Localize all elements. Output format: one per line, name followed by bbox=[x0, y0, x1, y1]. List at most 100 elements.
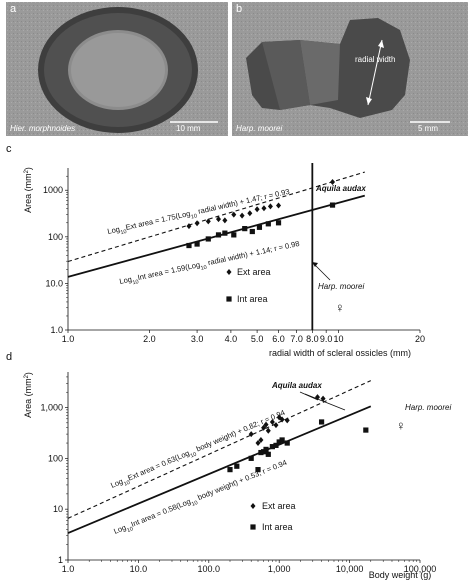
int-area-point bbox=[215, 232, 222, 238]
x-tick-label: 1,000 bbox=[268, 564, 291, 574]
chart-c: c Area (mm2) radial width of scleral oss… bbox=[6, 143, 425, 358]
female-symbol-c: ♀ bbox=[335, 300, 345, 315]
chart-d: d Area (mm2) Body weight (g) Log10Ext ar… bbox=[6, 351, 451, 580]
ext-area-point bbox=[222, 217, 228, 224]
ext-area-point bbox=[267, 203, 273, 210]
x-tick-label: 9.0 bbox=[320, 334, 333, 344]
species-label-b: Harp. moorei bbox=[236, 124, 282, 133]
int-area-point bbox=[275, 220, 282, 226]
ext-area-point bbox=[276, 202, 282, 209]
x-tick-label: 8.0 bbox=[306, 334, 319, 344]
ext-area-point bbox=[254, 206, 260, 213]
scale-label-a: 10 mm bbox=[176, 124, 201, 133]
ext-area-point bbox=[279, 416, 285, 423]
int-area-point bbox=[284, 440, 290, 446]
x-tick-label: 5.0 bbox=[251, 334, 264, 344]
annotation-harp-c: Harp. moorei bbox=[318, 282, 364, 291]
ext-area-point bbox=[248, 431, 254, 438]
chart-c-ylabel: Area (mm2) bbox=[23, 167, 33, 213]
chart-d-ylabel: Area (mm2) bbox=[23, 372, 33, 418]
legend-int-marker bbox=[226, 296, 232, 302]
int-area-point bbox=[265, 221, 271, 227]
y-tick-label: 100 bbox=[48, 232, 63, 242]
ext-area-point bbox=[273, 422, 279, 429]
legend-ext-marker bbox=[226, 269, 232, 275]
ext-area-point bbox=[194, 220, 200, 227]
int-area-point bbox=[265, 451, 271, 457]
int-area-point bbox=[263, 446, 269, 453]
legend-int-marker bbox=[250, 524, 256, 530]
int-area-point bbox=[273, 442, 279, 448]
species-label-a: Hier. morphnoides bbox=[10, 124, 75, 133]
int-area-point bbox=[276, 439, 282, 445]
x-tick-label: 100,000 bbox=[404, 564, 437, 574]
ext-area-point bbox=[205, 218, 211, 225]
int-area-point bbox=[269, 444, 275, 450]
x-tick-label: 2.0 bbox=[143, 334, 156, 344]
legend-ext-label-d: Ext area bbox=[262, 501, 296, 511]
x-tick-label: 6.0 bbox=[272, 334, 285, 344]
x-tick-label: 1.0 bbox=[62, 334, 75, 344]
panel-label-b: b bbox=[236, 3, 242, 15]
chart-d-xlabel: Body weight (g) bbox=[369, 570, 432, 580]
int-area-point bbox=[318, 419, 325, 425]
ext-area-point bbox=[261, 205, 267, 212]
fit-line-ext-area bbox=[67, 380, 372, 519]
x-tick-label: 1.0 bbox=[62, 564, 75, 574]
legend-int-label-d: Int area bbox=[262, 522, 293, 532]
ext-area-point bbox=[284, 417, 290, 424]
legend-int-label-c: Int area bbox=[237, 294, 268, 304]
y-tick-label: 100 bbox=[48, 453, 63, 463]
scale-label-b: 5 mm bbox=[418, 124, 438, 133]
int-area-point bbox=[258, 449, 264, 456]
x-tick-label: 10.0 bbox=[130, 564, 148, 574]
int-area-point bbox=[205, 236, 211, 242]
int-area-point bbox=[256, 224, 263, 230]
int-area-point bbox=[249, 228, 255, 235]
annotation-aquila-d: Aquila audax bbox=[271, 381, 322, 390]
int-area-point bbox=[248, 455, 254, 461]
photo-panel-b: b radial width Harp. moorei 5 mm bbox=[232, 2, 468, 136]
y-tick-label: 10.0 bbox=[45, 278, 63, 288]
ext-area-point bbox=[315, 394, 321, 401]
x-tick-label: 7.0 bbox=[290, 334, 303, 344]
int-area-point bbox=[186, 242, 192, 249]
int-area-point bbox=[255, 467, 261, 473]
radial-width-arrow bbox=[367, 39, 383, 106]
fit-line-int-area bbox=[67, 405, 372, 534]
y-tick-label: 1,000 bbox=[40, 403, 63, 413]
int-area-point bbox=[242, 226, 248, 232]
ext-area-point bbox=[231, 211, 237, 218]
ext-area-point bbox=[216, 216, 222, 223]
chart-c-xlabel: radial width of scleral ossicles (mm) bbox=[269, 348, 411, 358]
panel-label-d: d bbox=[6, 351, 12, 363]
panel-label-a: a bbox=[10, 3, 17, 15]
panel-label-c: c bbox=[6, 143, 12, 155]
x-tick-label: 10 bbox=[334, 334, 344, 344]
int-area-point bbox=[222, 230, 228, 236]
legend-ext-marker bbox=[250, 503, 256, 509]
fit-label-ext-c: Log10Ext area = 1.75(Log10 radial width)… bbox=[106, 187, 291, 239]
x-tick-label: 3.0 bbox=[191, 334, 204, 344]
ext-area-point bbox=[239, 212, 245, 219]
ext-area-point bbox=[265, 427, 271, 434]
x-tick-label: 100.0 bbox=[198, 564, 221, 574]
y-tick-label: 1 bbox=[58, 555, 63, 565]
int-area-point bbox=[194, 241, 200, 247]
int-area-point bbox=[234, 463, 240, 469]
int-area-point bbox=[231, 232, 237, 238]
female-symbol-d: ♀ bbox=[396, 418, 406, 433]
ext-area-point bbox=[186, 223, 192, 230]
ext-area-point bbox=[269, 418, 275, 425]
x-tick-label: 20 bbox=[415, 334, 425, 344]
x-tick-label: 4.0 bbox=[225, 334, 238, 344]
fit-line-ext-area bbox=[67, 171, 365, 263]
ext-area-point bbox=[320, 395, 326, 402]
ext-area-point bbox=[330, 179, 336, 186]
int-area-point bbox=[227, 467, 233, 473]
int-area-point bbox=[279, 437, 285, 443]
radial-width-annotation: radial width bbox=[355, 55, 395, 64]
x-tick-label: 10,000 bbox=[336, 564, 364, 574]
y-tick-label: 1.0 bbox=[50, 325, 63, 335]
